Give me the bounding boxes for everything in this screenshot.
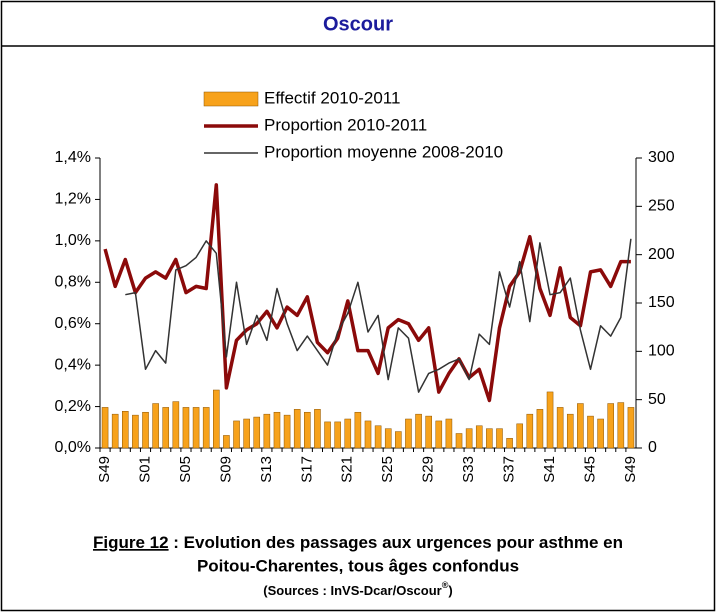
y-tick-label: 0,0% xyxy=(55,439,91,456)
bar xyxy=(223,435,230,449)
y-tick-label: 0,6% xyxy=(55,315,91,332)
bar xyxy=(132,414,139,449)
bar xyxy=(566,413,574,449)
bar xyxy=(587,415,594,449)
bar xyxy=(627,407,635,449)
bar xyxy=(445,418,453,449)
caption-text: : Evolution des passages aux urgences po… xyxy=(169,533,623,552)
bar xyxy=(354,411,362,449)
x-tick-label: S17 xyxy=(298,456,315,483)
y2-tick-label: 300 xyxy=(648,149,675,166)
bar xyxy=(192,407,200,449)
source-close: ) xyxy=(448,583,452,598)
y-tick-label: 1,4% xyxy=(55,149,91,166)
bar xyxy=(293,409,301,449)
bar xyxy=(374,425,382,449)
bar xyxy=(283,414,291,449)
bar xyxy=(263,413,271,449)
x-tick-label: S01 xyxy=(136,456,153,483)
bar xyxy=(536,409,544,449)
bar xyxy=(546,391,554,449)
caption-label: Figure 12 xyxy=(93,533,169,552)
bar xyxy=(486,428,493,449)
header-title: Oscour xyxy=(323,13,393,35)
bar xyxy=(597,418,604,449)
bar xyxy=(405,418,412,449)
bar xyxy=(526,413,534,449)
bar xyxy=(253,416,261,449)
bar xyxy=(395,431,402,449)
caption: Figure 12 : Evolution des passages aux u… xyxy=(93,533,623,552)
source-text: (Sources : InVS-Dcar/Oscour xyxy=(263,583,441,598)
line xyxy=(125,238,632,393)
bar xyxy=(617,402,625,449)
caption-text: Poitou-Charentes, tous âges confondus xyxy=(197,556,519,575)
x-tick-label: S33 xyxy=(460,456,477,483)
bar xyxy=(314,409,321,449)
source-mark: ® xyxy=(442,580,449,590)
bar xyxy=(334,421,341,449)
bar xyxy=(435,420,443,449)
legend-label: Proportion 2010-2011 xyxy=(264,115,427,134)
source: (Sources : InVS-Dcar/Oscour®) xyxy=(263,580,452,598)
bar xyxy=(384,428,392,449)
bar xyxy=(233,420,240,449)
bar xyxy=(344,418,352,449)
y-tick-label: 1,2% xyxy=(55,191,91,208)
y2-tick-label: 150 xyxy=(648,294,675,311)
bar xyxy=(142,411,149,449)
bar xyxy=(101,407,109,449)
bar xyxy=(607,403,615,449)
legend-label: Proportion moyenne 2008-2010 xyxy=(264,142,503,161)
bar xyxy=(455,433,463,449)
x-tick-label: S41 xyxy=(541,456,558,483)
x-tick-label: S49 xyxy=(96,456,113,483)
y-tick-label: 0,2% xyxy=(55,398,91,415)
legend-label: Effectif 2010-2011 xyxy=(264,88,400,107)
bar xyxy=(152,403,159,449)
bar xyxy=(213,389,220,449)
x-tick-label: S45 xyxy=(581,456,598,483)
y-tick-label: 1,0% xyxy=(55,232,91,249)
y-tick-label: 0,4% xyxy=(55,356,91,373)
bar xyxy=(506,438,513,449)
x-tick-label: S13 xyxy=(258,456,275,483)
bar xyxy=(304,411,311,449)
bar xyxy=(364,420,372,449)
x-tick-label: S25 xyxy=(379,456,396,483)
bar xyxy=(415,413,422,449)
x-tick-label: S49 xyxy=(622,456,639,483)
x-tick-label: S37 xyxy=(501,456,518,483)
x-tick-label: S21 xyxy=(339,456,356,483)
line xyxy=(103,183,631,403)
legend-swatch xyxy=(203,91,259,107)
bar xyxy=(243,418,250,449)
bar xyxy=(121,411,129,449)
x-tick-label: S29 xyxy=(420,456,437,483)
y2-tick-label: 100 xyxy=(648,343,675,360)
y2-tick-label: 250 xyxy=(648,198,675,215)
bar xyxy=(111,413,119,449)
bar xyxy=(324,421,331,449)
x-tick-label: S05 xyxy=(177,456,194,483)
y-tick-label: 0,8% xyxy=(55,274,91,291)
bar xyxy=(577,403,584,449)
bar xyxy=(425,415,432,449)
bar xyxy=(475,425,483,449)
bar xyxy=(465,428,473,449)
bar xyxy=(172,401,180,449)
bar xyxy=(516,423,523,449)
y2-tick-label: 0 xyxy=(648,439,657,456)
bar xyxy=(182,407,190,449)
bar xyxy=(162,407,170,449)
bar xyxy=(496,428,503,449)
x-tick-label: S09 xyxy=(217,456,234,483)
y2-tick-label: 200 xyxy=(648,246,675,263)
bar xyxy=(202,407,210,449)
bar xyxy=(273,411,281,449)
bar xyxy=(556,407,564,449)
y2-tick-label: 50 xyxy=(648,391,666,408)
